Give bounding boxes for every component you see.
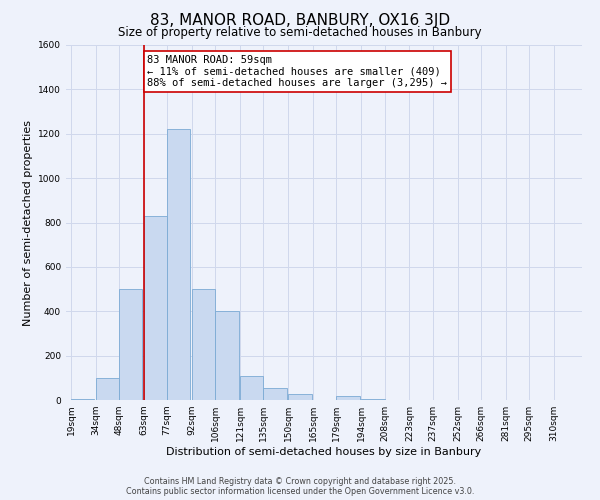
Bar [337, 396, 359, 400]
Bar [289, 394, 311, 400]
Bar [240, 376, 263, 400]
Y-axis label: Number of semi-detached properties: Number of semi-detached properties [23, 120, 32, 326]
Bar [192, 289, 215, 400]
Bar [119, 289, 142, 400]
Bar [215, 311, 239, 400]
Bar [361, 399, 385, 400]
Bar [167, 130, 190, 400]
Bar [263, 388, 287, 400]
Text: Contains HM Land Registry data © Crown copyright and database right 2025.
Contai: Contains HM Land Registry data © Crown c… [126, 476, 474, 496]
Text: 83 MANOR ROAD: 59sqm
← 11% of semi-detached houses are smaller (409)
88% of semi: 83 MANOR ROAD: 59sqm ← 11% of semi-detac… [147, 55, 447, 88]
Bar [144, 216, 167, 400]
Bar [96, 378, 119, 400]
Text: 83, MANOR ROAD, BANBURY, OX16 3JD: 83, MANOR ROAD, BANBURY, OX16 3JD [150, 12, 450, 28]
Text: Size of property relative to semi-detached houses in Banbury: Size of property relative to semi-detach… [118, 26, 482, 39]
X-axis label: Distribution of semi-detached houses by size in Banbury: Distribution of semi-detached houses by … [166, 447, 482, 457]
Bar [71, 399, 94, 400]
